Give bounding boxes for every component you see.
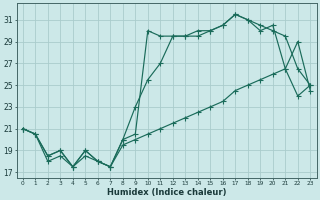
- X-axis label: Humidex (Indice chaleur): Humidex (Indice chaleur): [107, 188, 226, 197]
